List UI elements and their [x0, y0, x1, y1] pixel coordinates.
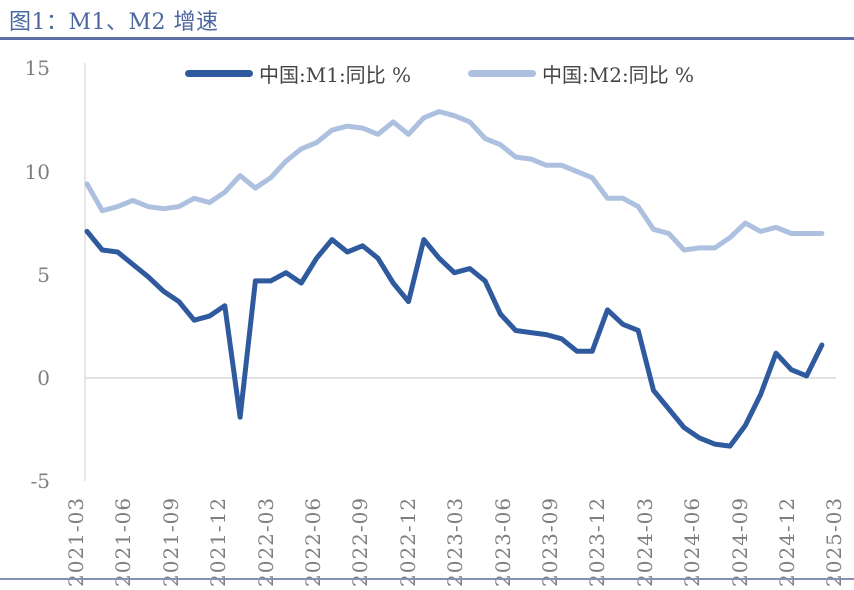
y-axis-tick-label: 15 — [24, 56, 50, 81]
bottom-rule — [0, 578, 854, 580]
legend-label-m2: 中国:M2:同比 % — [542, 62, 695, 87]
x-axis-tick-label: 2021-09 — [158, 496, 183, 587]
legend-label-m1: 中国:M1:同比 % — [259, 62, 412, 87]
x-axis-tick-label: 2023-06 — [490, 496, 515, 587]
x-axis-tick-label: 2024-09 — [727, 496, 752, 587]
series-line-m2 — [84, 109, 825, 253]
y-axis-tick-label: 0 — [37, 366, 50, 390]
y-axis-tick-label: 5 — [37, 262, 50, 287]
x-axis-tick-label: 2024-06 — [680, 496, 705, 587]
page-title: 图1：M1、M2 增速 — [9, 10, 219, 35]
y-axis-tick-label: 10 — [24, 159, 50, 184]
x-axis-tick-label: 2021-06 — [111, 496, 136, 587]
x-axis-tick-label: 2021-03 — [64, 496, 88, 587]
x-axis-tick-label: 2022-09 — [348, 496, 373, 587]
y-axis-tick-label: -5 — [30, 469, 50, 494]
x-axis-tick-label: 2024-12 — [775, 496, 799, 587]
x-axis-tick-label: 2025-03 — [822, 496, 847, 587]
legend-swatch-m1 — [185, 69, 253, 77]
x-axis-tick-label: 2023-03 — [443, 496, 468, 587]
x-axis-tick-label: 2024-03 — [632, 496, 657, 587]
title-rule — [0, 37, 854, 40]
x-axis-tick-label: 2023-12 — [585, 496, 610, 587]
series-line-m1 — [84, 228, 825, 449]
legend-item-m2: 中国:M2:同比 % — [468, 60, 695, 87]
legend-swatch-m2 — [468, 69, 536, 77]
legend-item-m1: 中国:M1:同比 % — [185, 60, 412, 87]
x-axis-tick-label: 2023-09 — [538, 496, 562, 587]
x-axis-tick-label: 2022-03 — [253, 496, 278, 587]
x-axis-tick-label: 2022-06 — [301, 496, 325, 587]
x-axis-tick-label: 2022-12 — [395, 496, 420, 587]
x-axis-tick-label: 2021-12 — [206, 496, 231, 587]
